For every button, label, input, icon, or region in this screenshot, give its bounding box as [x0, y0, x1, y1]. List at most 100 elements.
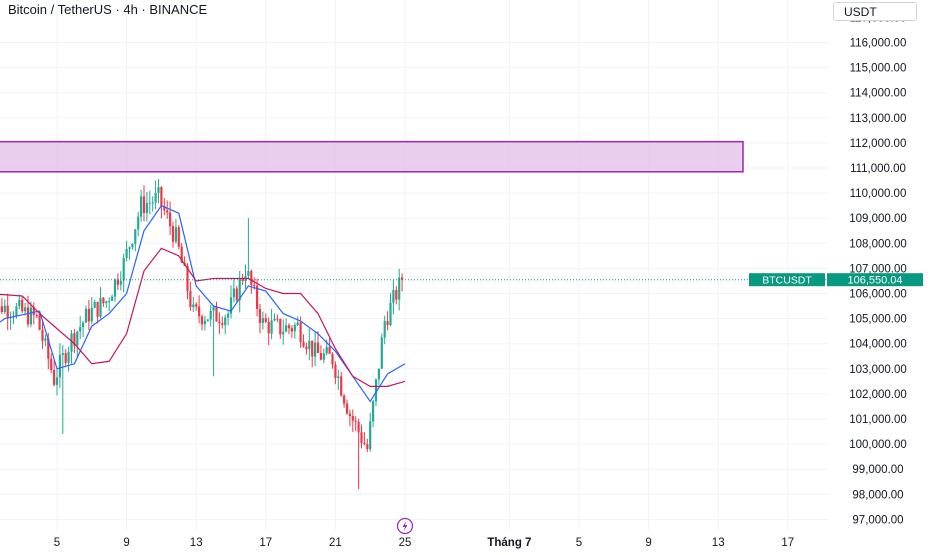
candle-body — [334, 365, 336, 378]
candle-body — [233, 288, 235, 297]
candle-body — [88, 309, 90, 322]
candle-body — [152, 203, 154, 204]
candle-body — [94, 302, 96, 308]
candle-body — [288, 325, 290, 328]
candle-body — [317, 343, 319, 353]
candle-body — [128, 247, 130, 249]
price-tag-value: 106,550.04 — [847, 275, 902, 287]
candle-body — [18, 300, 20, 306]
candle-body — [308, 341, 310, 350]
candle-body — [314, 343, 316, 357]
x-tick-label: 17 — [781, 537, 794, 549]
y-tick-label: 106,000.00 — [849, 289, 907, 301]
candle-body — [253, 285, 255, 286]
candle-body — [120, 281, 122, 285]
candle-body — [276, 319, 278, 320]
y-tick-label: 103,000.00 — [849, 364, 907, 376]
candle-body — [15, 306, 17, 316]
candle-body — [320, 353, 322, 360]
candle-body — [355, 421, 357, 422]
candle-body — [271, 320, 273, 333]
candle-body — [331, 354, 333, 365]
candle-body — [207, 319, 209, 320]
y-tick-label: 114,000.00 — [850, 88, 907, 100]
candle-body — [221, 323, 223, 325]
candle-body — [137, 217, 139, 230]
candle-body — [126, 249, 128, 258]
candle-body — [50, 359, 52, 370]
currency-selector[interactable]: USDT — [833, 2, 917, 21]
candle-body — [79, 327, 81, 332]
candle-body — [387, 321, 389, 325]
candle-body — [213, 307, 215, 311]
price-tag-label: BTCUSDT — [762, 275, 812, 287]
candle-body — [352, 416, 354, 421]
candle-body — [146, 203, 148, 213]
candle-body — [358, 422, 360, 433]
lightning-icon[interactable] — [398, 519, 413, 534]
symbol-title: Bitcoin / TetherUS · 4h · BINANCE — [8, 2, 207, 17]
x-tick-label: 5 — [54, 537, 60, 549]
candle-body — [366, 444, 368, 449]
y-tick-label: 98,000.00 — [852, 489, 903, 501]
candle-body — [59, 355, 61, 377]
candle-body — [134, 229, 136, 244]
candle-body — [224, 317, 226, 325]
candle-body — [360, 432, 362, 443]
candle-body — [300, 322, 302, 342]
candle-body — [329, 347, 331, 354]
candle-body — [384, 321, 386, 337]
x-tick-label: 9 — [123, 537, 129, 549]
candle-body — [262, 318, 264, 323]
y-tick-label: 109,000.00 — [849, 213, 907, 225]
candle-body — [140, 196, 142, 216]
x-tick-label: 5 — [576, 537, 582, 549]
y-tick-label: 115,000.00 — [850, 63, 907, 75]
x-tick-label: 13 — [712, 537, 725, 549]
candle-body — [91, 308, 93, 322]
candle-body — [326, 347, 328, 353]
resistance-zone — [0, 142, 743, 172]
candle-body — [250, 271, 252, 285]
candle-body — [198, 307, 200, 317]
x-tick-label: 17 — [259, 537, 272, 549]
x-tick-label: Tháng 7 — [487, 537, 531, 549]
candle-body — [285, 325, 287, 331]
candle-body — [111, 297, 113, 301]
candle-body — [155, 193, 157, 203]
candle-body — [349, 414, 351, 416]
y-tick-label: 101,000.00 — [849, 414, 907, 426]
y-tick-label: 99,000.00 — [852, 464, 903, 476]
candle-body — [68, 352, 70, 363]
x-tick-label: 25 — [399, 537, 412, 549]
candle-body — [297, 322, 299, 324]
y-tick-label: 100,000.00 — [849, 439, 907, 451]
candle-body — [178, 227, 180, 247]
candle-body — [323, 353, 325, 359]
candle-body — [378, 369, 380, 380]
candle-body — [218, 322, 220, 324]
candle-body — [395, 290, 397, 300]
candle-body — [291, 328, 293, 331]
y-tick-label: 97,000.00 — [852, 514, 903, 526]
candle-body — [21, 300, 23, 311]
candle-body — [343, 396, 345, 404]
candle-body — [65, 353, 67, 363]
candle-body — [30, 307, 32, 324]
candle-body — [279, 319, 281, 334]
candle-body — [1, 306, 3, 312]
candle-body — [236, 288, 238, 300]
candle-body — [131, 244, 133, 247]
candle-body — [76, 332, 78, 346]
candle-body — [114, 279, 116, 296]
candle-body — [27, 307, 29, 324]
candle-body — [123, 258, 125, 281]
candle-body — [85, 309, 87, 323]
candle-body — [105, 301, 107, 303]
y-tick-label: 110,000.00 — [850, 188, 907, 200]
candle-body — [82, 323, 84, 327]
y-tick-label: 111,000.00 — [850, 163, 906, 175]
